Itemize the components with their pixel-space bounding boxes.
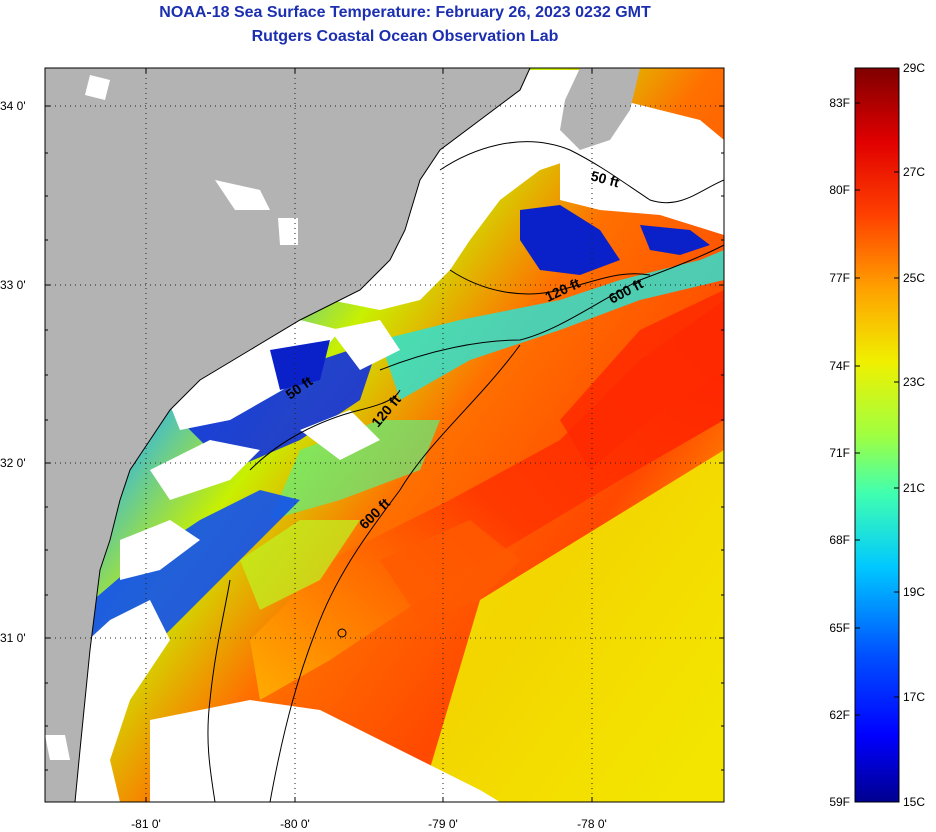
contour-600ft-slope: [269, 344, 521, 802]
colorbar-f-71: 71F: [829, 446, 850, 460]
contour-120ft-north: [449, 269, 651, 295]
sst-yellowgreen-band: [240, 520, 360, 610]
land-cloud-patch-4: [45, 735, 70, 760]
cloud-patch-4: [300, 410, 380, 460]
land-mass: [45, 68, 530, 802]
lat-label-34: 34 0': [0, 99, 26, 113]
map-title: NOAA-18 Sea Surface Temperature: Februar…: [159, 4, 651, 21]
colorbar-c-19: 19C: [903, 585, 925, 599]
land-cloud-patch-1: [85, 75, 110, 100]
contour-seamount-ring: [337, 628, 347, 638]
colorbar-c-29: 29C: [903, 61, 925, 75]
lat-label-31: 31 0': [0, 631, 26, 645]
contour-50ft-south: [207, 579, 231, 802]
cold-blob-1: [520, 205, 620, 275]
colorbar-f-83: 83F: [829, 96, 850, 110]
graticule: [45, 68, 724, 802]
sst-cyan-band: [380, 250, 724, 400]
cloud-southshore: [150, 700, 500, 802]
sst-hot-core: [560, 290, 724, 470]
colorbar-f-59: 59F: [829, 795, 850, 809]
sst-orange-patch: [380, 520, 520, 620]
colorbar-c-17: 17C: [903, 690, 925, 704]
land-cloud-patch-3: [278, 218, 298, 245]
contour-120ft-south: [249, 389, 401, 471]
lon-label-78: -78 0': [577, 817, 607, 831]
contour-50ft-north: [439, 141, 724, 204]
axis-ticks: [45, 68, 724, 802]
map-frame: [44, 67, 725, 803]
colorbar-f-62: 62F: [829, 708, 850, 722]
cloud-patch-2: [120, 520, 200, 580]
map-subtitle: Rutgers Coastal Ocean Observation Lab: [251, 28, 559, 45]
colorbar-c-27: 27C: [903, 165, 925, 179]
colorbar-c-23: 23C: [903, 375, 925, 389]
colorbar-f-80: 80F: [829, 183, 850, 197]
cloud-patch-3: [330, 320, 400, 370]
land-cape: [560, 68, 640, 150]
lon-label-79: -79 0': [428, 817, 458, 831]
lat-label-33: 33 0': [0, 278, 26, 292]
colorbar-ticks: [855, 67, 899, 716]
lat-label-32: 32 0': [0, 456, 26, 470]
map-area: [45, 68, 724, 802]
land-cloud-patch-2: [215, 180, 270, 210]
colorbar: [854, 67, 900, 803]
colorbar-c-25: 25C: [903, 271, 925, 285]
cold-blob-3: [270, 340, 330, 390]
sst-nearshore-darkblue: [180, 340, 380, 470]
colorbar-f-68: 68F: [829, 533, 850, 547]
contour-600ft-shelf: [379, 244, 724, 371]
cold-blob-2: [640, 225, 710, 255]
colorbar-f-77: 77F: [829, 271, 850, 285]
colorbar-f-65: 65F: [829, 621, 850, 635]
coastline: [74, 68, 531, 802]
colorbar-c-15: 15C: [903, 795, 925, 809]
lon-label-81: -81 0': [131, 817, 161, 831]
colorbar-c-21: 21C: [903, 481, 925, 495]
contour-label-50ft-north: 50 ft: [589, 167, 621, 190]
colorbar-f-74: 74F: [829, 359, 850, 373]
cloud-patch-1: [150, 440, 260, 500]
sst-green-band: [270, 420, 440, 520]
lon-label-80: -80 0': [280, 817, 310, 831]
sst-warm-yellow-zone: [420, 450, 724, 802]
